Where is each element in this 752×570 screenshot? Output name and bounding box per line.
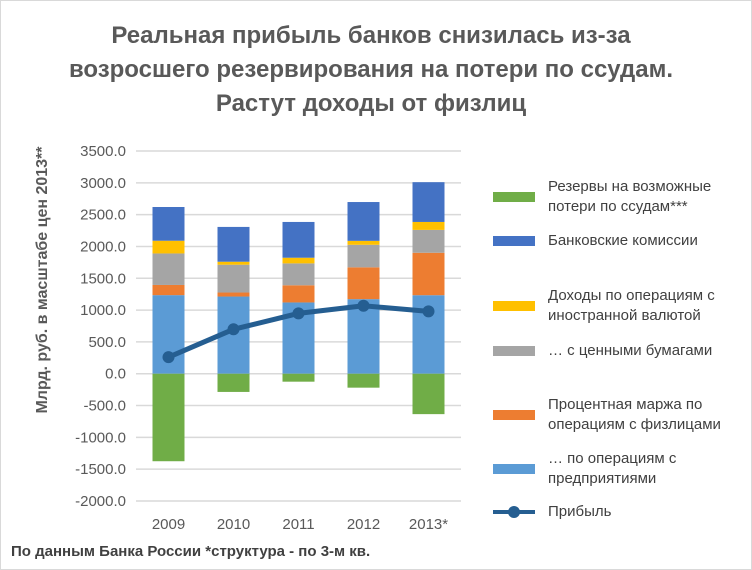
legend-label-line: … с ценными бумагами <box>548 342 713 359</box>
legend-label-line: … по операциям с <box>548 450 677 467</box>
bar-segment <box>412 221 445 230</box>
legend-item: Процентная маржа по операциям с физлицами <box>493 395 721 435</box>
profit-point <box>162 351 175 364</box>
legend-label-line: предприятиями <box>548 470 657 487</box>
legend-label: Прибыль <box>548 502 611 522</box>
bar-segment <box>217 261 250 265</box>
legend-label-line: иностранной валютой <box>548 307 701 324</box>
y-tick-label: 0.0 <box>105 366 126 383</box>
bar-segment <box>347 202 380 241</box>
y-tick-label: 2000.0 <box>80 238 126 255</box>
legend-marker <box>493 506 535 518</box>
bar-segment <box>152 207 185 241</box>
y-tick-label: 500.0 <box>88 334 126 351</box>
y-tick-label: -1500.0 <box>75 461 126 478</box>
legend-marker <box>493 464 535 474</box>
legend-item: Резервы на возможные потери по ссудам*** <box>493 177 711 217</box>
legend-label-line: Резервы на возможные <box>548 178 712 195</box>
legend-label-line: операциям с физлицами <box>548 416 721 433</box>
bar-segment <box>282 257 315 264</box>
bar-segment <box>412 182 445 222</box>
y-tick-label: -1000.0 <box>75 429 126 446</box>
bar-segment <box>412 252 445 296</box>
legend-label: Банковские комиссии <box>548 231 698 251</box>
bar-segment <box>217 226 250 262</box>
bar-segment-reserves <box>217 373 250 392</box>
bar-segment-reserves <box>152 373 185 462</box>
legend-label-line: потери по ссудам*** <box>548 198 688 215</box>
bar-segment <box>282 263 315 286</box>
bar-segment <box>152 240 185 254</box>
bar-segment <box>347 240 380 245</box>
y-axis-label: Млрд. руб. в масштабе цен 2013** <box>34 146 51 414</box>
bar-segment <box>282 221 315 258</box>
legend-label: Резервы на возможные потери по ссудам*** <box>548 177 711 217</box>
bar-segment <box>152 253 185 285</box>
legend-label-line: Банковские комиссии <box>548 232 698 249</box>
legend-label-line: Прибыль <box>548 503 612 520</box>
bar-segment <box>347 267 380 300</box>
profit-point <box>227 323 240 336</box>
legend-label: Процентная маржа по операциям с физлицами <box>548 395 721 435</box>
legend-item: Банковские комиссии <box>493 231 698 251</box>
y-tick-label: 3000.0 <box>80 175 126 192</box>
bar-segment-reserves <box>347 373 380 388</box>
bar-segment <box>217 292 250 297</box>
legend-marker <box>493 346 535 356</box>
legend-item: Доходы по операциям с иностранной валютой <box>493 286 715 326</box>
legend-item: Прибыль <box>493 502 611 522</box>
chart-title: Реальная прибыль банков снизилась из-за … <box>68 22 674 117</box>
legend-label: Доходы по операциям с иностранной валютой <box>548 286 715 326</box>
footnote: По данным Банка России *структура - по 3… <box>11 543 371 560</box>
bar-segment-reserves <box>412 373 445 415</box>
x-tick-label: 2011 <box>282 516 314 533</box>
legend-label: … с ценными бумагами <box>548 341 712 361</box>
legend-marker <box>493 301 535 311</box>
profit-point <box>357 299 370 312</box>
x-tick-label: 2010 <box>217 516 250 533</box>
legend-label: … по операциям с предприятиями <box>548 449 676 489</box>
y-tick-label: 1000.0 <box>80 302 126 319</box>
y-tick-label: -2000.0 <box>75 493 126 510</box>
bar-segment <box>282 285 315 303</box>
legend-marker <box>493 236 535 246</box>
legend-label-line: Процентная маржа по <box>548 396 703 413</box>
legend-item: … с ценными бумагами <box>493 341 712 361</box>
x-tick-label: 2009 <box>152 516 185 533</box>
legend-marker <box>493 192 535 202</box>
x-tick-label: 2013* <box>409 516 448 533</box>
bar-segment-reserves <box>282 373 315 382</box>
y-tick-label: 2500.0 <box>80 207 126 224</box>
legend-item: … по операциям с предприятиями <box>493 449 676 489</box>
bar-segment <box>412 229 445 253</box>
x-tick-label: 2012 <box>347 516 380 533</box>
y-tick-label: 3500.0 <box>80 143 126 160</box>
legend-marker <box>493 410 535 420</box>
profit-point <box>422 305 435 318</box>
y-tick-label: -500.0 <box>83 398 126 415</box>
bar-segment <box>347 244 380 268</box>
bar-segment <box>152 284 185 296</box>
profit-point <box>292 307 305 320</box>
legend-label-line: Доходы по операциям с <box>548 287 715 304</box>
bar-segment <box>217 264 250 293</box>
y-tick-label: 1500.0 <box>80 270 126 287</box>
